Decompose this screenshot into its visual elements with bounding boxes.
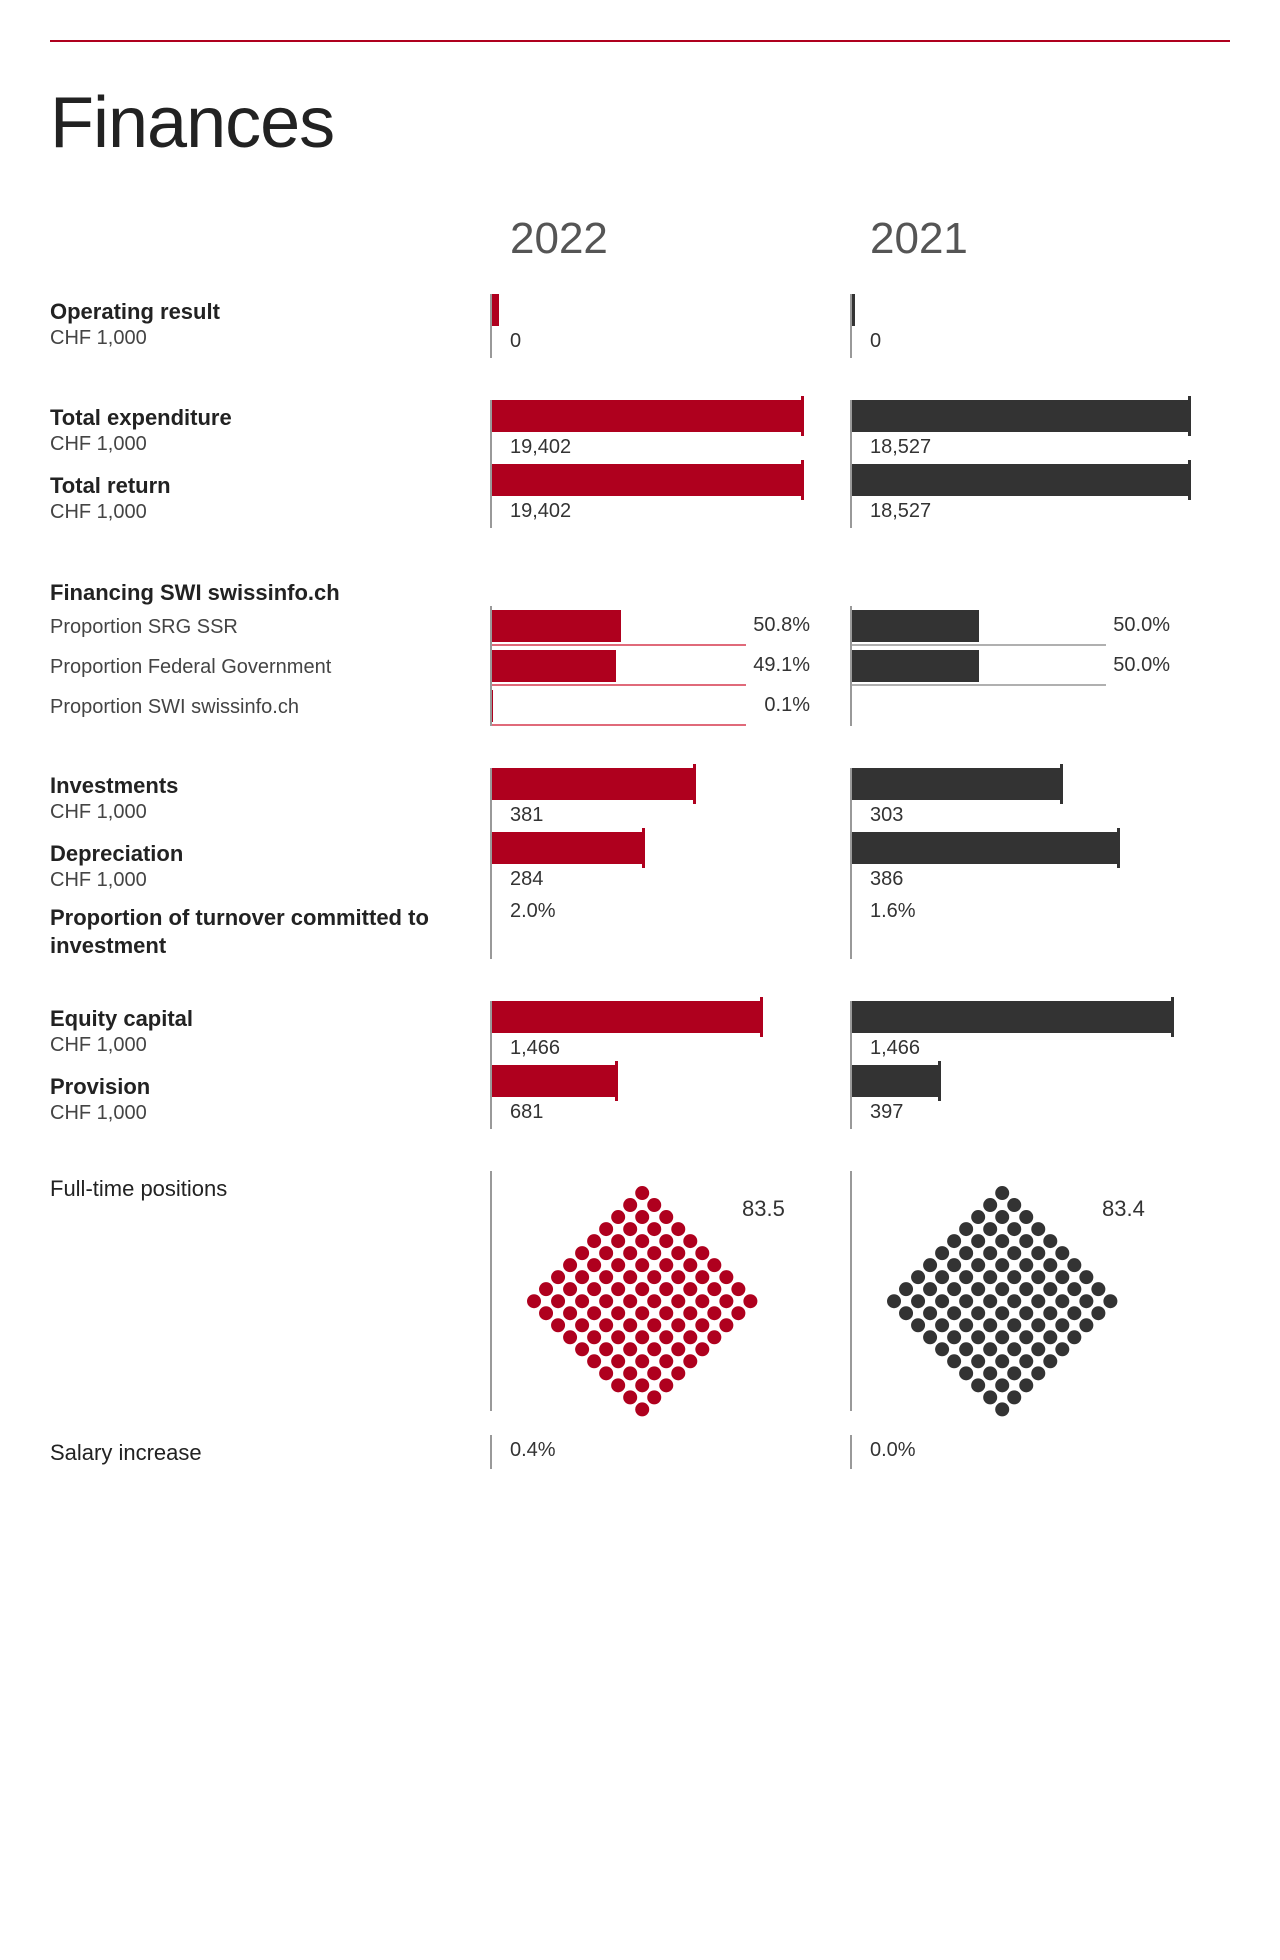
prop-swi-current: 0.1% — [490, 686, 830, 726]
label-turnover-investment: Proportion of turnover committed to inve… — [50, 896, 470, 959]
bar-total-expenditure-current: 19,402 — [490, 400, 830, 464]
bar-investments-prior: 303 — [850, 768, 1190, 832]
bar-provision-prior: 397 — [850, 1065, 1190, 1129]
turnover-investment-current: 2.0% — [490, 896, 830, 959]
finance-grid: 2022 2021 Operating result CHF 1,000 0 0… — [50, 214, 1230, 1469]
bar-equity-prior: 1,466 — [850, 1001, 1190, 1065]
prop-swi-prior — [850, 686, 1190, 726]
label-investments: Investments CHF 1,000 — [50, 768, 470, 832]
page-title: Finances — [50, 82, 1230, 164]
label-prop-srg: Proportion SRG SSR — [50, 606, 470, 646]
label-depreciation: Depreciation CHF 1,000 — [50, 832, 470, 896]
fte-current: 83.5 — [490, 1171, 830, 1411]
label-total-return: Total return CHF 1,000 — [50, 464, 470, 528]
label-prop-fed: Proportion Federal Government — [50, 646, 470, 686]
label-operating-result: Operating result CHF 1,000 — [50, 294, 470, 358]
label-total-expenditure: Total expenditure CHF 1,000 — [50, 400, 470, 464]
bar-total-expenditure-prior: 18,527 — [850, 400, 1190, 464]
bar-depreciation-current: 284 — [490, 832, 830, 896]
salary-current: 0.4% — [490, 1435, 830, 1469]
label-provision: Provision CHF 1,000 — [50, 1065, 470, 1129]
prop-fed-prior: 50.0% — [850, 646, 1190, 686]
turnover-investment-prior: 1.6% — [850, 896, 1190, 959]
bar-equity-current: 1,466 — [490, 1001, 830, 1065]
year-header-prior: 2021 — [850, 214, 1190, 264]
bar-provision-current: 681 — [490, 1065, 830, 1129]
prop-srg-current: 50.8% — [490, 606, 830, 646]
bar-total-return-current: 19,402 — [490, 464, 830, 528]
prop-fed-current: 49.1% — [490, 646, 830, 686]
top-rule — [50, 40, 1230, 42]
label-salary: Salary increase — [50, 1435, 470, 1469]
fte-prior: 83.4 — [850, 1171, 1190, 1411]
salary-prior: 0.0% — [850, 1435, 1190, 1469]
bar-operating-result-prior: 0 — [850, 294, 1190, 358]
bar-depreciation-prior: 386 — [850, 832, 1190, 896]
heading-financing: Financing SWI swissinfo.ch — [50, 570, 470, 606]
label-equity: Equity capital CHF 1,000 — [50, 1001, 470, 1065]
year-header-current: 2022 — [490, 214, 830, 264]
bar-investments-current: 381 — [490, 768, 830, 832]
bar-operating-result-current: 0 — [490, 294, 830, 358]
bar-total-return-prior: 18,527 — [850, 464, 1190, 528]
label-prop-swi: Proportion SWI swissinfo.ch — [50, 686, 470, 726]
prop-srg-prior: 50.0% — [850, 606, 1190, 646]
label-fte: Full-time positions — [50, 1171, 470, 1411]
